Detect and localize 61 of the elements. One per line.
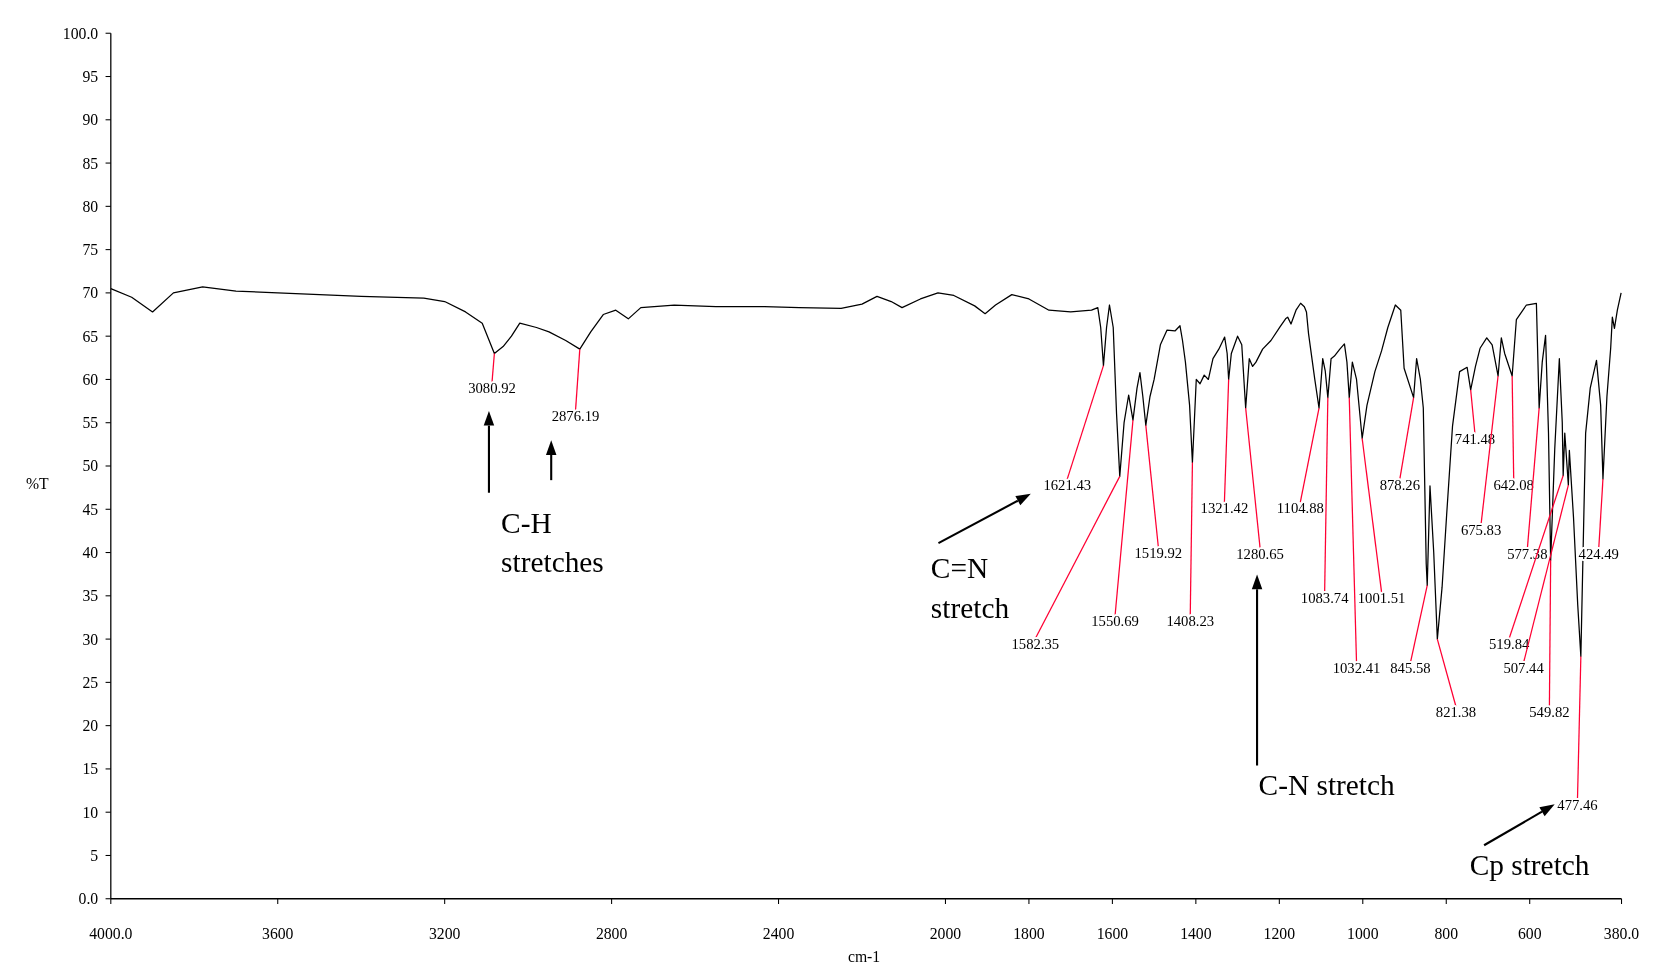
x-tick-label: 3200 xyxy=(428,924,461,942)
annotation: 1408.23 xyxy=(1166,612,1215,629)
y-tick-label: 25 xyxy=(82,673,99,691)
x-tick-label: 1800 xyxy=(1013,924,1045,942)
y-tick-label: 85 xyxy=(82,154,99,172)
y-tick-label: 50 xyxy=(82,457,99,475)
x-tick-label: 1000 xyxy=(1347,924,1379,942)
y-tick-label: 5 xyxy=(90,846,99,864)
y-tick-label: 95 xyxy=(82,68,99,86)
y-tick-label: 10 xyxy=(82,803,99,821)
annotation: 3080.92 xyxy=(468,380,516,397)
x-tick-label: 1200 xyxy=(1263,924,1296,942)
x-tick-label: 2000 xyxy=(929,924,962,942)
x-axis-title: cm-1 xyxy=(847,947,881,965)
y-tick-label: 20 xyxy=(82,717,99,735)
x-tick-label: 800 xyxy=(1434,924,1459,942)
y-tick-label: 30 xyxy=(82,630,99,648)
annotation: 675.83 xyxy=(1460,521,1502,538)
y-tick-label: 15 xyxy=(82,760,99,778)
y-tick-label: 65 xyxy=(82,327,99,345)
annotation: 1621.43 xyxy=(1043,476,1092,493)
annotation: 549.82 xyxy=(1529,704,1570,721)
annotation: 507.44 xyxy=(1503,660,1545,677)
x-tick-label: 2400 xyxy=(762,924,795,942)
y-tick-label: 70 xyxy=(82,284,99,302)
y-tick-label: 35 xyxy=(82,587,99,605)
x-tick-label: 2800 xyxy=(595,924,628,942)
annotation: 1280.65 xyxy=(1236,545,1284,562)
annotation: 845.58 xyxy=(1390,660,1431,677)
y-tick-label: 45 xyxy=(82,500,99,518)
annotation: 2876.19 xyxy=(551,408,600,425)
y-tick-label: 0.0 xyxy=(78,890,99,908)
annotation: 821.38 xyxy=(1435,704,1477,721)
annotation: C-N stretch xyxy=(1258,768,1396,801)
annotation: 1321.42 xyxy=(1200,499,1249,516)
y-tick-label: 40 xyxy=(82,544,99,562)
y-tick-label: 80 xyxy=(82,197,99,215)
annotation: 878.26 xyxy=(1379,476,1420,493)
annotation: 1001.51 xyxy=(1357,589,1406,606)
annotation: 1582.35 xyxy=(1011,636,1060,653)
annotation: 1083.74 xyxy=(1300,589,1350,606)
annotation: C=N stretch xyxy=(930,551,1010,624)
x-tick-label: 380.0 xyxy=(1603,924,1640,942)
x-tick-label: 1400 xyxy=(1180,924,1212,942)
annotation: 1032.41 xyxy=(1332,660,1381,677)
annotation: C-H stretches xyxy=(501,506,604,579)
x-tick-label: 3600 xyxy=(262,924,294,942)
x-tick-label: 1600 xyxy=(1096,924,1129,942)
y-axis-title: %T xyxy=(26,474,50,492)
y-tick-label: 60 xyxy=(82,370,99,388)
y-tick-label: 75 xyxy=(82,241,99,259)
annotation: 1104.88 xyxy=(1276,499,1324,516)
x-tick-label: 600 xyxy=(1517,924,1542,942)
annotation: 477.46 xyxy=(1557,796,1598,813)
annotation: Cp stretch xyxy=(1469,848,1590,881)
y-tick-label: 100.0 xyxy=(62,24,99,42)
y-tick-label: 55 xyxy=(82,414,99,432)
x-tick-label: 4000.0 xyxy=(89,924,133,942)
annotation: 1550.69 xyxy=(1091,612,1139,629)
y-tick-label: 90 xyxy=(82,111,99,129)
annotation: 1519.92 xyxy=(1134,544,1183,561)
